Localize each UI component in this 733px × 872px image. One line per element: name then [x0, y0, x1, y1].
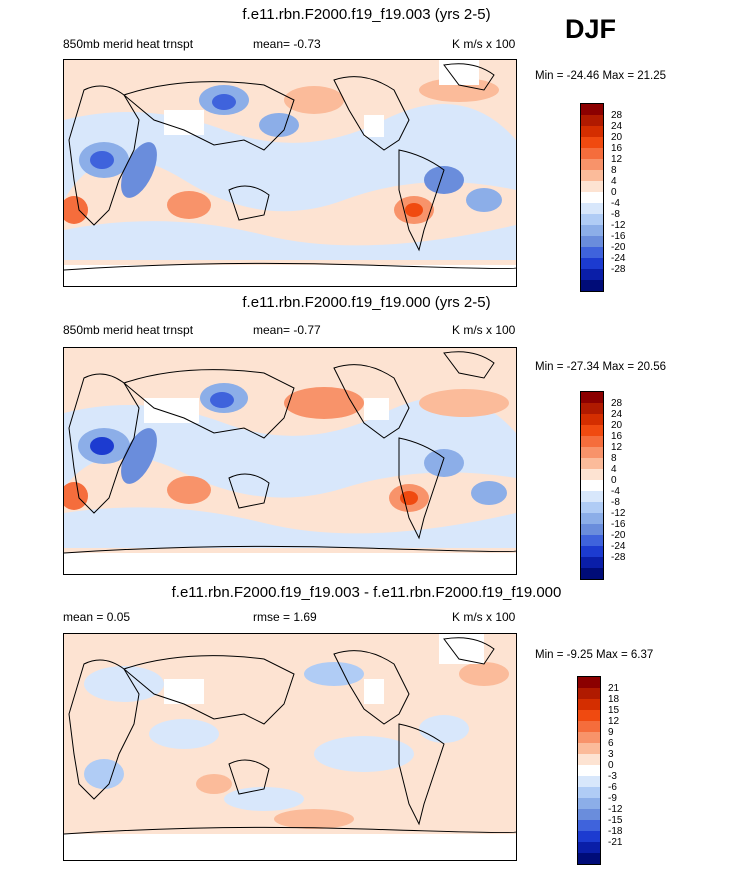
colorbar-1-label: 24 [611, 121, 623, 132]
colorbar-3-label: 15 [608, 705, 620, 716]
panel-1-title: f.e11.rbn.F2000.f19_f19.003 (yrs 2-5) [242, 6, 491, 23]
colorbar-1-label: 28 [611, 110, 623, 121]
panel-3-colorbar: 21 18 15 12 9 6 3 0 -3 -6 -9 -12 -15 -18… [577, 676, 622, 865]
colorbar-2-label: 12 [611, 442, 623, 453]
panel-3-title: f.e11.rbn.F2000.f19_f19.003 - f.e11.rbn.… [171, 584, 562, 601]
panel-2-map [63, 347, 517, 575]
panel-3-units: K m/s x 100 [452, 610, 516, 624]
panel-1-minmax: Min = -24.46 Max = 21.25 [535, 70, 667, 82]
panel-1-field-label: 850mb merid heat trnspt [63, 37, 194, 51]
colorbar-3-label: -18 [608, 826, 623, 837]
colorbar-3-label: 21 [608, 683, 620, 694]
colorbar-2-label: -20 [611, 530, 626, 541]
colorbar-1-label: -12 [611, 220, 626, 231]
colorbar-3-label: 18 [608, 694, 620, 705]
colorbar-1-label: -28 [611, 264, 626, 275]
colorbar-3-label: 9 [608, 727, 614, 738]
colorbar-3-label: -15 [608, 815, 623, 826]
colorbar-3-label: -3 [608, 771, 617, 782]
colorbar-2-label: -16 [611, 519, 626, 530]
colorbar-3-label: 0 [608, 760, 614, 771]
colorbar-2-label: 20 [611, 420, 623, 431]
panel-3-mean: mean = 0.05 [63, 610, 131, 624]
colorbar-2-label: -24 [611, 541, 626, 552]
colorbar-2-label: 16 [611, 431, 623, 442]
colorbar-3-label: -6 [608, 782, 617, 793]
colorbar-3-label: 12 [608, 716, 620, 727]
colorbar-2-label: -28 [611, 552, 626, 563]
panel-2-field-label: 850mb merid heat trnspt [63, 323, 194, 337]
panel-2-minmax: Min = -27.34 Max = 20.56 [535, 361, 667, 373]
colorbar-1-label: 8 [611, 165, 617, 176]
colorbar-3-label: -21 [608, 837, 623, 848]
panel-2-title: f.e11.rbn.F2000.f19_f19.000 (yrs 2-5) [242, 294, 491, 311]
colorbar-2-label: 24 [611, 409, 623, 420]
colorbar-2-label: 8 [611, 453, 617, 464]
colorbar-2-label: 4 [611, 464, 617, 475]
panel-2-units: K m/s x 100 [452, 323, 516, 337]
panel-3-map [63, 633, 517, 861]
colorbar-1-label: -20 [611, 242, 626, 253]
colorbar-2-label: -8 [611, 497, 620, 508]
colorbar-1-label: 12 [611, 154, 623, 165]
colorbar-1-label: 20 [611, 132, 623, 143]
colorbar-2-label: 28 [611, 398, 623, 409]
panel-1-colorbar: 28 24 20 16 12 8 4 0 -4 -8 -12 -16 -20 -… [580, 103, 625, 292]
colorbar-1-label: -16 [611, 231, 626, 242]
panel-2-colorbar: 28 24 20 16 12 8 4 0 -4 -8 -12 -16 -20 -… [580, 391, 625, 580]
colorbar-3-label: -12 [608, 804, 623, 815]
colorbar-2-label: -12 [611, 508, 626, 519]
panel-1-map [63, 59, 517, 287]
colorbar-2-label: -4 [611, 486, 620, 497]
colorbar-3-label: 3 [608, 749, 614, 760]
colorbar-3-label: -9 [608, 793, 617, 804]
panel-1-units: K m/s x 100 [452, 37, 516, 51]
panel-3-rmse: rmse = 1.69 [253, 610, 317, 624]
panel-3-minmax: Min = -9.25 Max = 6.37 [535, 649, 654, 661]
colorbar-1-label: 4 [611, 176, 617, 187]
colorbar-1-label: -4 [611, 198, 620, 209]
season-label: DJF [565, 14, 617, 44]
colorbar-1-label: -24 [611, 253, 626, 264]
colorbar-1-label: -8 [611, 209, 620, 220]
colorbar-1-label: 0 [611, 187, 617, 198]
colorbar-1-label: 16 [611, 143, 623, 154]
colorbar-3-label: 6 [608, 738, 614, 749]
panel-2-mean: mean= -0.77 [253, 323, 321, 337]
colorbar-2-label: 0 [611, 475, 617, 486]
panel-1-mean: mean= -0.73 [253, 37, 321, 51]
